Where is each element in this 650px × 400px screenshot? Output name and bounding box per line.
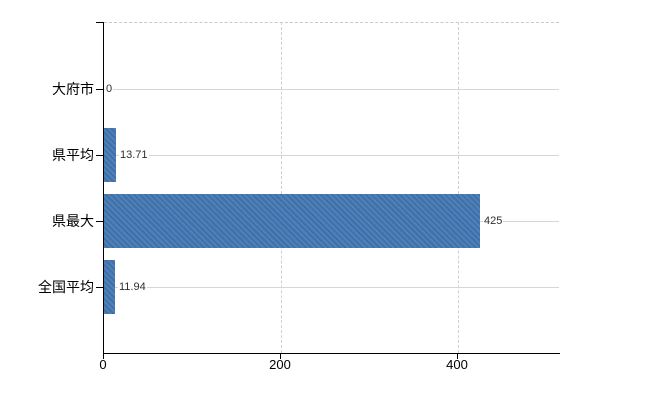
y-axis-line	[103, 22, 104, 354]
category-label-0: 大府市	[52, 81, 94, 97]
plot-top-dashed-border	[104, 22, 559, 23]
x-axis-tick-label-400: 400	[446, 357, 468, 372]
vertical-gridline-400	[458, 22, 459, 353]
category-label-2: 県最大	[52, 213, 94, 229]
vertical-gridline-200	[281, 22, 282, 353]
plot-area: 0 13.71 425 11.94	[104, 22, 559, 353]
bar-value-label-3: 11.94	[118, 280, 147, 294]
bar-2	[104, 194, 480, 248]
bar-value-label-0: 0	[105, 82, 114, 96]
x-axis-tick-200	[280, 354, 281, 359]
bar-1	[104, 128, 116, 182]
x-axis-tick-400	[457, 354, 458, 359]
x-axis-tick-label-0: 0	[99, 357, 107, 372]
category-label-1: 県平均	[52, 147, 94, 163]
y-axis-tick-2	[96, 221, 103, 222]
x-axis-tick-label-200: 200	[269, 357, 291, 372]
horizontal-gridline-0	[104, 89, 559, 90]
x-axis-line	[103, 353, 560, 354]
horizontal-gridline-1	[104, 155, 559, 156]
bar-value-label-2: 425	[483, 214, 504, 228]
y-axis-tick-0	[96, 89, 103, 90]
y-axis-tick-1	[96, 155, 103, 156]
y-axis-top-tick	[96, 22, 104, 23]
category-label-3: 全国平均	[38, 279, 94, 295]
x-axis-tick-0	[103, 354, 104, 359]
bar-value-label-1: 13.71	[119, 148, 149, 162]
y-axis-tick-3	[96, 287, 103, 288]
horizontal-gridline-3	[104, 287, 559, 288]
bar-3	[104, 260, 115, 314]
